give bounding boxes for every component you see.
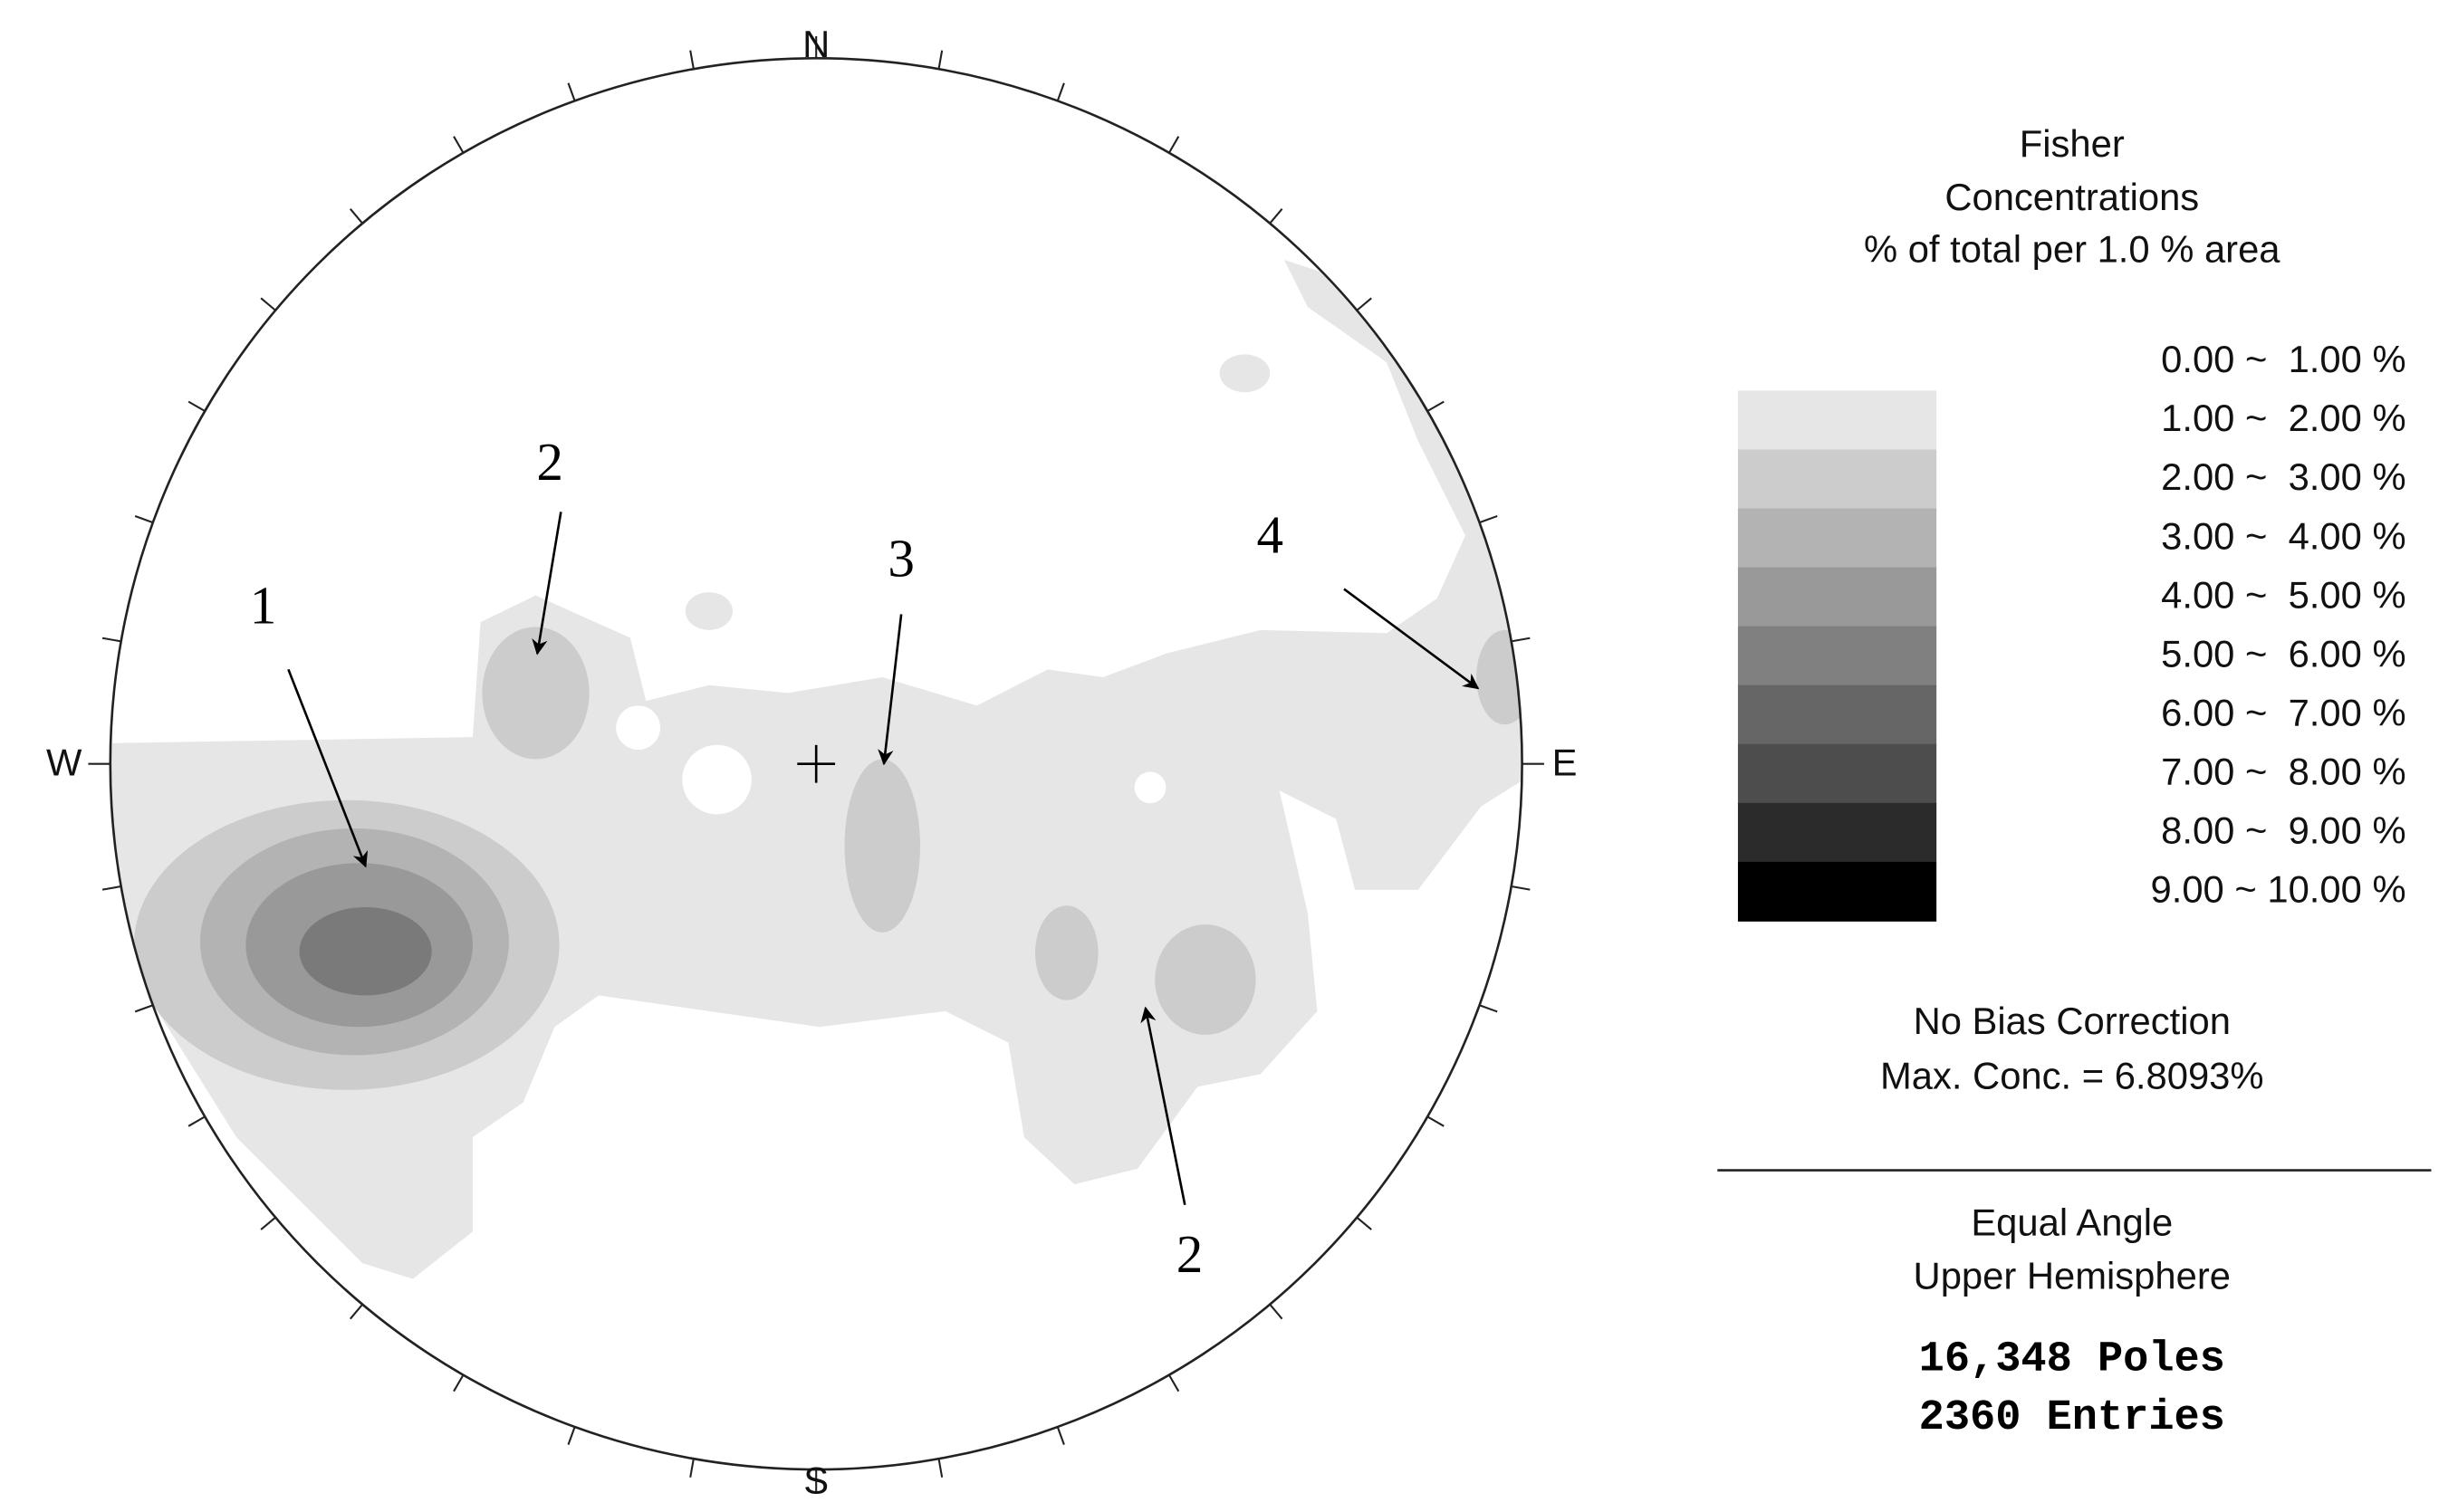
tick [1056,82,1065,101]
legend-swatch [1737,743,1937,804]
arrow [878,614,903,766]
tick [1356,297,1372,311]
tick [1269,208,1283,225]
contour-level-1 [1219,354,1271,393]
tick [937,50,944,70]
legend-title: Concentrations [1944,176,2199,218]
contour-level-5 [299,907,432,996]
tick [1269,1304,1283,1320]
note: Max. Conc. = 6.8093% [1880,1055,2264,1097]
tick [1511,885,1531,891]
legend-label: 3.00 ~ 4.00 % [2161,514,2405,557]
arrow [1343,588,1480,690]
arrow [1140,1006,1186,1206]
tick [260,297,276,311]
legend-swatch [1737,390,1937,451]
legend-swatch [1737,861,1937,922]
tick [187,1115,206,1127]
hole [1134,771,1167,804]
tick [1479,515,1498,524]
projection: Equal Angle [1971,1201,2173,1243]
tick [1511,636,1531,643]
annotation: 3 [888,528,915,588]
tick [1426,1115,1445,1127]
tick [567,82,576,101]
tick [567,1426,576,1446]
annotation: 2 [1176,1224,1204,1284]
projection: Upper Hemisphere [1914,1255,2231,1297]
legend: 0.00 ~ 1.00 % 1.00 ~ 2.00 % 2.00 ~ 3.00 % 3… [1737,338,2406,922]
arrows [287,512,1480,1206]
annotation: 1 [250,576,277,636]
tick [101,885,121,891]
tick [260,1216,276,1230]
tick [1426,400,1445,412]
legend-swatch [1737,684,1937,745]
tick [453,136,465,154]
compass-north: N [802,23,830,65]
legend-swatch [1737,626,1937,686]
tick [349,1304,363,1320]
contour-level-1 [685,592,733,630]
legend-swatch [1737,449,1937,510]
legend-label: 4.00 ~ 5.00 % [2161,573,2405,616]
arrow [532,512,562,656]
compass-west: W [46,741,82,783]
tick [1479,1004,1498,1013]
hole [616,705,660,751]
tick [134,515,154,524]
compass-east: E [1552,741,1578,783]
note: No Bias Correction [1914,1000,2231,1042]
legend-label: 9.00 ~ 10.00 % [2151,868,2406,911]
legend-swatch [1737,567,1937,627]
legend-label: 1.00 ~ 2.00 % [2161,397,2405,439]
center-cross [797,744,836,783]
azimuth-ticks [88,36,1544,1492]
legend-label: 8.00 ~ 9.00 % [2161,809,2405,852]
annotation: 2 [536,432,563,492]
tick [1056,1426,1065,1446]
legend-swatch [1737,508,1937,569]
legend-label: 0.00 ~ 1.00 % [2161,338,2405,380]
legend-swatch [1737,802,1937,863]
tick [1356,1216,1372,1230]
tick [689,50,695,70]
tick [689,1459,695,1478]
tick [187,400,206,412]
tick [349,208,363,225]
arrow [287,668,369,868]
tick [101,636,121,643]
tick [453,1374,465,1392]
tick [1167,1374,1180,1392]
legend-title: Fisher [2020,122,2125,165]
legend-label: 7.00 ~ 8.00 % [2161,751,2405,793]
compass-south: S [803,1459,829,1502]
annotation: 4 [1256,504,1283,564]
legend-label: 5.00 ~ 6.00 % [2161,632,2405,675]
tick [134,1004,154,1013]
legend-label: 2.00 ~ 3.00 % [2161,455,2405,498]
legend-label: 6.00 ~ 7.00 % [2161,691,2405,733]
hole [682,744,752,815]
count: 16,348 Poles [1919,1336,2225,1384]
tick [937,1459,944,1478]
tick [1167,136,1180,154]
legend-title: % of total per 1.0 % area [1864,227,2280,270]
count: 2360 Entries [1919,1394,2225,1442]
